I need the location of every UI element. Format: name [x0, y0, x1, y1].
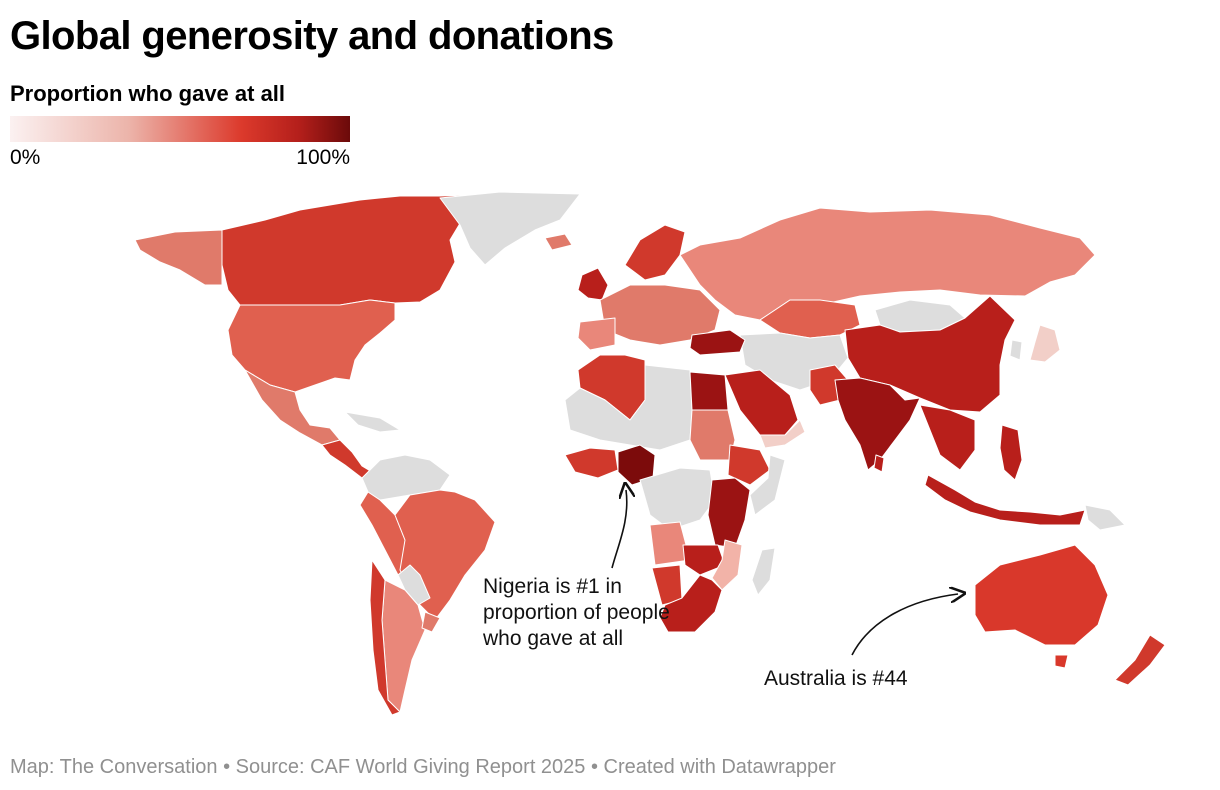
country-russia — [679, 207, 1096, 321]
region-new-guinea — [1084, 504, 1126, 531]
country-iceland — [544, 233, 573, 251]
country-mexico — [244, 369, 341, 446]
country-japan — [1029, 324, 1061, 363]
map-title: Global generosity and donations — [10, 14, 614, 58]
region-zambia-malawi — [682, 544, 726, 576]
country-uruguay — [421, 611, 441, 633]
country-indonesia — [924, 474, 1086, 526]
country-madagascar — [751, 547, 776, 596]
country-greenland — [439, 191, 581, 266]
source-footer: Map: The Conversation • Source: CAF Worl… — [10, 756, 836, 778]
country-sri-lanka — [873, 454, 885, 473]
country-india — [834, 377, 921, 471]
world-choropleth-map — [134, 191, 1166, 716]
country-new-zealand — [1114, 634, 1166, 686]
country-usa — [227, 299, 396, 393]
nigeria-annotation: Nigeria is #1 in proportion of people wh… — [483, 575, 670, 650]
region-yemen-oman — [759, 419, 806, 449]
country-usa-alaska — [134, 229, 223, 286]
legend-title: Proportion who gave at all — [10, 81, 286, 106]
region-iberia — [577, 317, 616, 351]
region-scandinavia — [624, 224, 686, 281]
country-chile — [369, 559, 401, 716]
country-uk — [577, 267, 609, 301]
country-south-korea — [1009, 339, 1023, 361]
region-central-africa — [639, 467, 716, 531]
legend-max-label: 100% — [296, 146, 350, 169]
region-arabian-peninsula — [724, 369, 799, 436]
region-west-africa — [564, 447, 619, 479]
country-egypt — [689, 371, 729, 411]
country-sudan — [689, 409, 736, 461]
region-tasmania — [1054, 654, 1069, 669]
country-ethiopia — [727, 444, 771, 486]
nigeria-annotation-arrow — [611, 490, 627, 569]
legend-min-label: 0% — [10, 146, 41, 169]
australia-annotation: Australia is #44 — [764, 667, 908, 690]
country-australia — [974, 544, 1109, 646]
country-philippines — [999, 424, 1023, 481]
region-southeast-asia — [919, 404, 976, 471]
legend-color-scale — [10, 116, 350, 142]
country-canada — [221, 194, 471, 306]
region-southern-africa — [659, 574, 723, 633]
region-caribbean — [344, 411, 401, 433]
country-somalia — [749, 454, 786, 516]
country-turkey — [689, 329, 746, 356]
region-east-africa — [707, 477, 751, 549]
region-europe — [599, 284, 721, 346]
australia-annotation-arrow — [851, 594, 958, 656]
region-central-america — [321, 439, 373, 479]
